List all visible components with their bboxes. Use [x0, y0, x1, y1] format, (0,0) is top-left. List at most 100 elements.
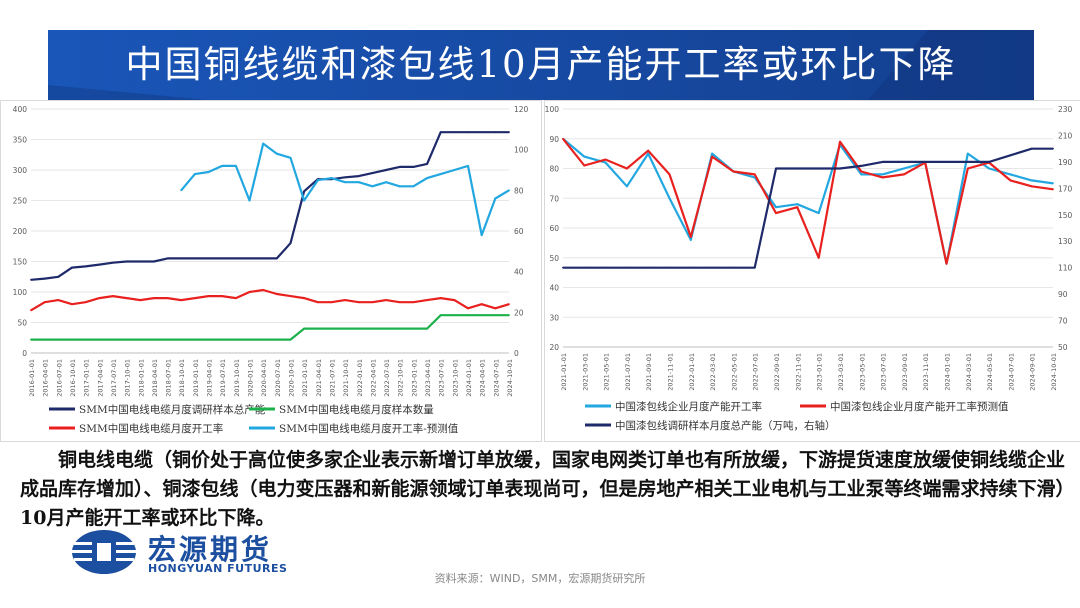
- data-point: [57, 275, 60, 278]
- data-point: [508, 303, 510, 306]
- data-point: [508, 314, 510, 317]
- legend-label: SMM中国电线电缆月度调研样本总产能: [79, 403, 266, 416]
- data-point: [234, 165, 237, 167]
- data-point: [398, 327, 401, 330]
- x-tick-label: 2022-09-01: [773, 353, 781, 391]
- data-point: [98, 338, 101, 341]
- data-point: [357, 301, 360, 304]
- data-point: [275, 152, 278, 155]
- data-point: [289, 295, 292, 297]
- x-tick-label: 2021-05-01: [603, 353, 611, 391]
- data-point: [303, 327, 306, 330]
- data-point: [604, 161, 607, 164]
- data-point: [966, 167, 969, 170]
- data-point: [689, 266, 692, 269]
- data-point: [711, 155, 714, 158]
- x-tick-label: 2022-07-01: [752, 353, 760, 391]
- data-point: [480, 131, 483, 134]
- data-point: [43, 277, 46, 280]
- data-point: [453, 314, 456, 317]
- title-banner: 中国铜线缆和漆包线10月产能开工率或环比下降: [48, 30, 1034, 100]
- data-point: [439, 173, 442, 175]
- data-point: [316, 301, 319, 304]
- data-point: [248, 338, 251, 341]
- data-point: [125, 260, 128, 263]
- data-point: [344, 299, 347, 302]
- x-tick-label: 2021-03-01: [581, 353, 589, 391]
- legend-label: SMM中国电线电缆月度样本数量: [279, 403, 434, 416]
- x-tick-label: 2022-05-01: [730, 353, 738, 391]
- y-right-tick-label: 50: [1058, 343, 1068, 352]
- y-right-tick-label: 60: [514, 227, 524, 236]
- data-point: [439, 131, 442, 134]
- data-point: [30, 309, 32, 312]
- data-point: [330, 327, 333, 330]
- data-point: [207, 171, 210, 173]
- data-point: [966, 160, 969, 163]
- series-line-1: [562, 138, 1054, 265]
- y-left-tick-label: 250: [13, 197, 28, 206]
- data-point: [1030, 147, 1033, 150]
- data-point: [988, 167, 990, 170]
- data-point: [626, 266, 628, 269]
- data-point: [84, 338, 87, 341]
- data-point: [453, 169, 456, 171]
- x-tick-label: 2021-09-01: [645, 353, 653, 391]
- x-tick-label: 2018-07-01: [165, 359, 173, 397]
- data-point: [193, 257, 196, 260]
- data-point: [262, 142, 265, 145]
- data-point: [988, 160, 990, 163]
- data-point: [248, 291, 251, 293]
- data-point: [508, 189, 510, 192]
- data-point: [262, 289, 265, 291]
- data-point: [753, 173, 756, 176]
- y-left-tick-label: 80: [549, 165, 559, 174]
- data-point: [796, 203, 799, 206]
- data-point: [234, 297, 237, 299]
- data-point: [330, 301, 333, 304]
- data-point: [626, 185, 628, 188]
- x-tick-label: 2022-07-01: [383, 359, 391, 397]
- data-point: [207, 295, 210, 297]
- chart-1-group: 20 30 40 50 60 70 80 90 100 50 70 90 110 130 150 170 190…: [545, 105, 1073, 432]
- data-point: [385, 181, 387, 184]
- data-point: [467, 314, 469, 317]
- data-point: [647, 266, 650, 269]
- x-tick-label: 2021-04-01: [315, 359, 323, 397]
- x-tick-label: 2016-01-01: [28, 359, 36, 397]
- data-point: [817, 167, 820, 170]
- data-point: [860, 173, 863, 176]
- series-line-0: [30, 131, 509, 281]
- data-point: [860, 170, 863, 173]
- data-point: [234, 338, 237, 341]
- data-point: [412, 327, 415, 330]
- data-point: [153, 297, 155, 299]
- data-point: [753, 266, 756, 269]
- data-point: [604, 158, 607, 161]
- data-point: [166, 297, 169, 299]
- x-tick-label: 2016-10-01: [69, 359, 77, 397]
- data-point: [945, 160, 948, 163]
- data-point: [426, 327, 428, 330]
- x-tick-label: 2021-01-01: [560, 353, 568, 391]
- x-tick-label: 2022-03-01: [709, 353, 717, 391]
- data-point: [193, 173, 196, 175]
- data-point: [43, 301, 46, 304]
- y-left-tick-label: 30: [549, 313, 559, 322]
- legend-label: SMM中国电线电缆月度开工率: [79, 422, 223, 435]
- data-point: [439, 314, 442, 317]
- data-point: [924, 160, 927, 163]
- data-point: [1009, 154, 1012, 157]
- x-tick-label: 2023-09-01: [901, 353, 909, 391]
- data-point: [817, 212, 820, 215]
- data-point: [357, 327, 360, 330]
- x-tick-label: 2024-10-01: [1050, 353, 1058, 391]
- data-point: [262, 257, 265, 260]
- data-point: [902, 173, 905, 176]
- y-right-tick-label: 190: [1058, 158, 1073, 167]
- data-point: [508, 131, 510, 134]
- data-point: [371, 172, 374, 174]
- data-point: [412, 185, 415, 188]
- x-tick-label: 2018-01-01: [137, 359, 145, 397]
- data-point: [583, 155, 586, 158]
